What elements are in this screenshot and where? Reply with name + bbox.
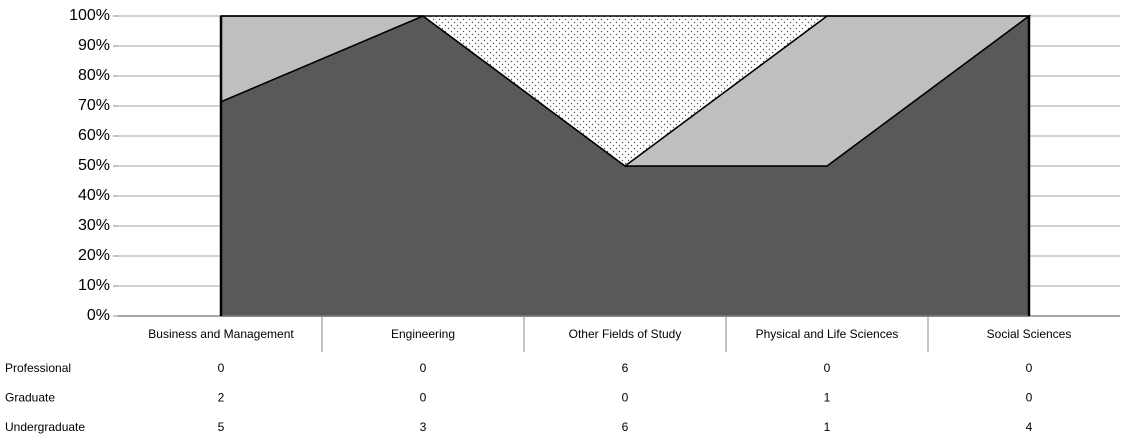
y-tick-label: 90% (78, 37, 110, 54)
table-value: 3 (420, 420, 427, 434)
y-tick-label: 80% (78, 67, 110, 84)
x-tick-label: Other Fields of Study (569, 327, 682, 341)
y-tick-label: 10% (78, 277, 110, 294)
y-tick-label: 50% (78, 157, 110, 174)
table-value: 0 (1026, 361, 1033, 375)
table-value: 0 (218, 361, 225, 375)
table-value: 6 (622, 361, 629, 375)
table-value: 2 (218, 391, 225, 405)
table-value: 0 (420, 361, 427, 375)
table-value: 0 (420, 391, 427, 405)
table-value: 1 (824, 391, 831, 405)
x-tick-label: Business and Management (148, 327, 294, 341)
table-value: 1 (824, 420, 831, 434)
table-value: 6 (622, 420, 629, 434)
y-tick-label: 40% (78, 187, 110, 204)
table-value: 0 (622, 391, 629, 405)
table-value: 4 (1026, 420, 1033, 434)
area (221, 15, 1029, 167)
legend-label: Undergraduate (5, 420, 85, 434)
y-tick-label: 60% (78, 127, 110, 144)
y-tick-label: 20% (78, 247, 110, 264)
y-tick-label: 0% (87, 307, 110, 324)
x-tick-label: Social Sciences (987, 327, 1072, 341)
legend-label: Professional (5, 361, 71, 375)
legend-label: Graduate (5, 391, 55, 405)
y-tick-label: 30% (78, 217, 110, 234)
table-value: 0 (1026, 391, 1033, 405)
y-tick-label: 70% (78, 97, 110, 114)
table-value: 0 (824, 361, 831, 375)
table-value: 5 (218, 420, 225, 434)
x-tick-label: Physical and Life Sciences (756, 327, 899, 341)
x-tick-label: Engineering (391, 327, 455, 341)
y-tick-label: 100% (69, 7, 110, 24)
